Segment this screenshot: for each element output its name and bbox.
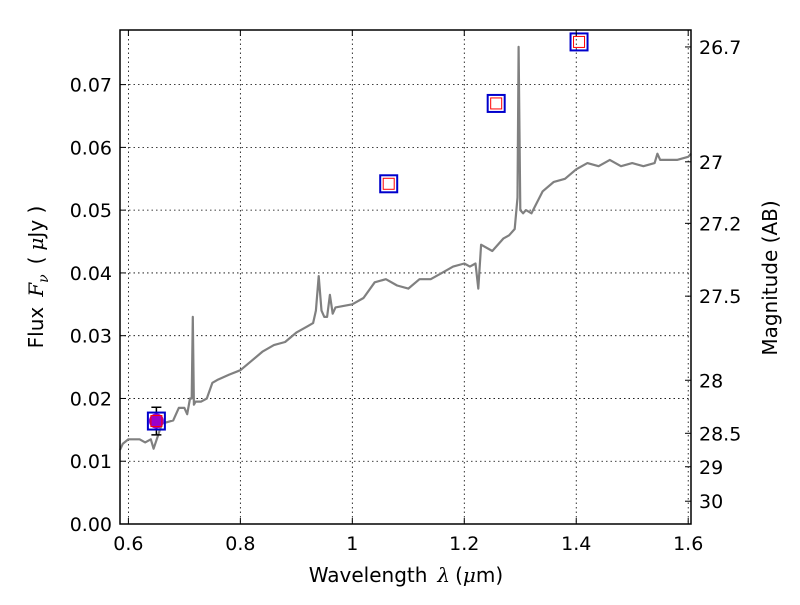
plot-area — [118, 32, 692, 451]
y2-tick-label: 28.5 — [699, 423, 741, 445]
y2-tick-label: 29 — [699, 457, 723, 479]
model-marker — [382, 177, 395, 190]
y2-tick-label: 27.2 — [699, 213, 741, 235]
photometry-marker — [379, 174, 399, 194]
y2-tick-label: 26.7 — [699, 37, 741, 59]
x-tick-label: 1.2 — [449, 533, 479, 555]
x-tick-label: 1 — [346, 533, 358, 555]
plot-frame — [119, 29, 692, 525]
grid — [120, 30, 691, 525]
x-tick-label: 1.4 — [561, 533, 591, 555]
y2-tick-label: 28 — [699, 370, 723, 392]
y-tick-label: 0.06 — [70, 137, 112, 159]
x-tick-label: 0.8 — [225, 533, 255, 555]
y2-tick-label: 27 — [699, 152, 723, 174]
model-marker — [490, 97, 503, 110]
y-tick-label: 0.00 — [70, 514, 112, 536]
y2-tick-label: 30 — [699, 491, 723, 513]
x-tick-label: 1.6 — [673, 533, 703, 555]
y2-axis: 26.7 27 27.2 27.5 28 28.5 29 30 — [685, 37, 741, 513]
y-tick-label: 0.01 — [70, 451, 112, 473]
y-tick-label: 0.04 — [70, 263, 112, 285]
y-tick-label: 0.05 — [70, 200, 112, 222]
x-tick-label: 0.6 — [113, 533, 143, 555]
y2-tick-label: 27.5 — [699, 286, 741, 308]
y-axis-title: FluxFν(μJy ) — [24, 206, 52, 349]
y-tick-label: 0.07 — [70, 75, 112, 97]
photometry-marker — [486, 93, 506, 113]
model-marker — [573, 35, 586, 48]
photometry-marker — [569, 32, 589, 52]
y-axis: 0.00 0.01 0.02 0.03 0.04 0.05 0.06 0.07 — [70, 75, 126, 536]
x-axis-title: Wavelength λ (μm) — [309, 563, 503, 587]
detection-point — [148, 413, 164, 429]
y-tick-label: 0.02 — [70, 388, 112, 410]
model-marker — [150, 415, 163, 428]
y-tick-label: 0.03 — [70, 326, 112, 348]
spectrum-line — [118, 45, 692, 451]
x-axis: 0.6 0.8 1 1.2 1.4 1.6 — [113, 30, 703, 555]
photometry-marker — [146, 411, 166, 431]
y2-axis-title: Magnitude (AB) — [758, 200, 782, 355]
